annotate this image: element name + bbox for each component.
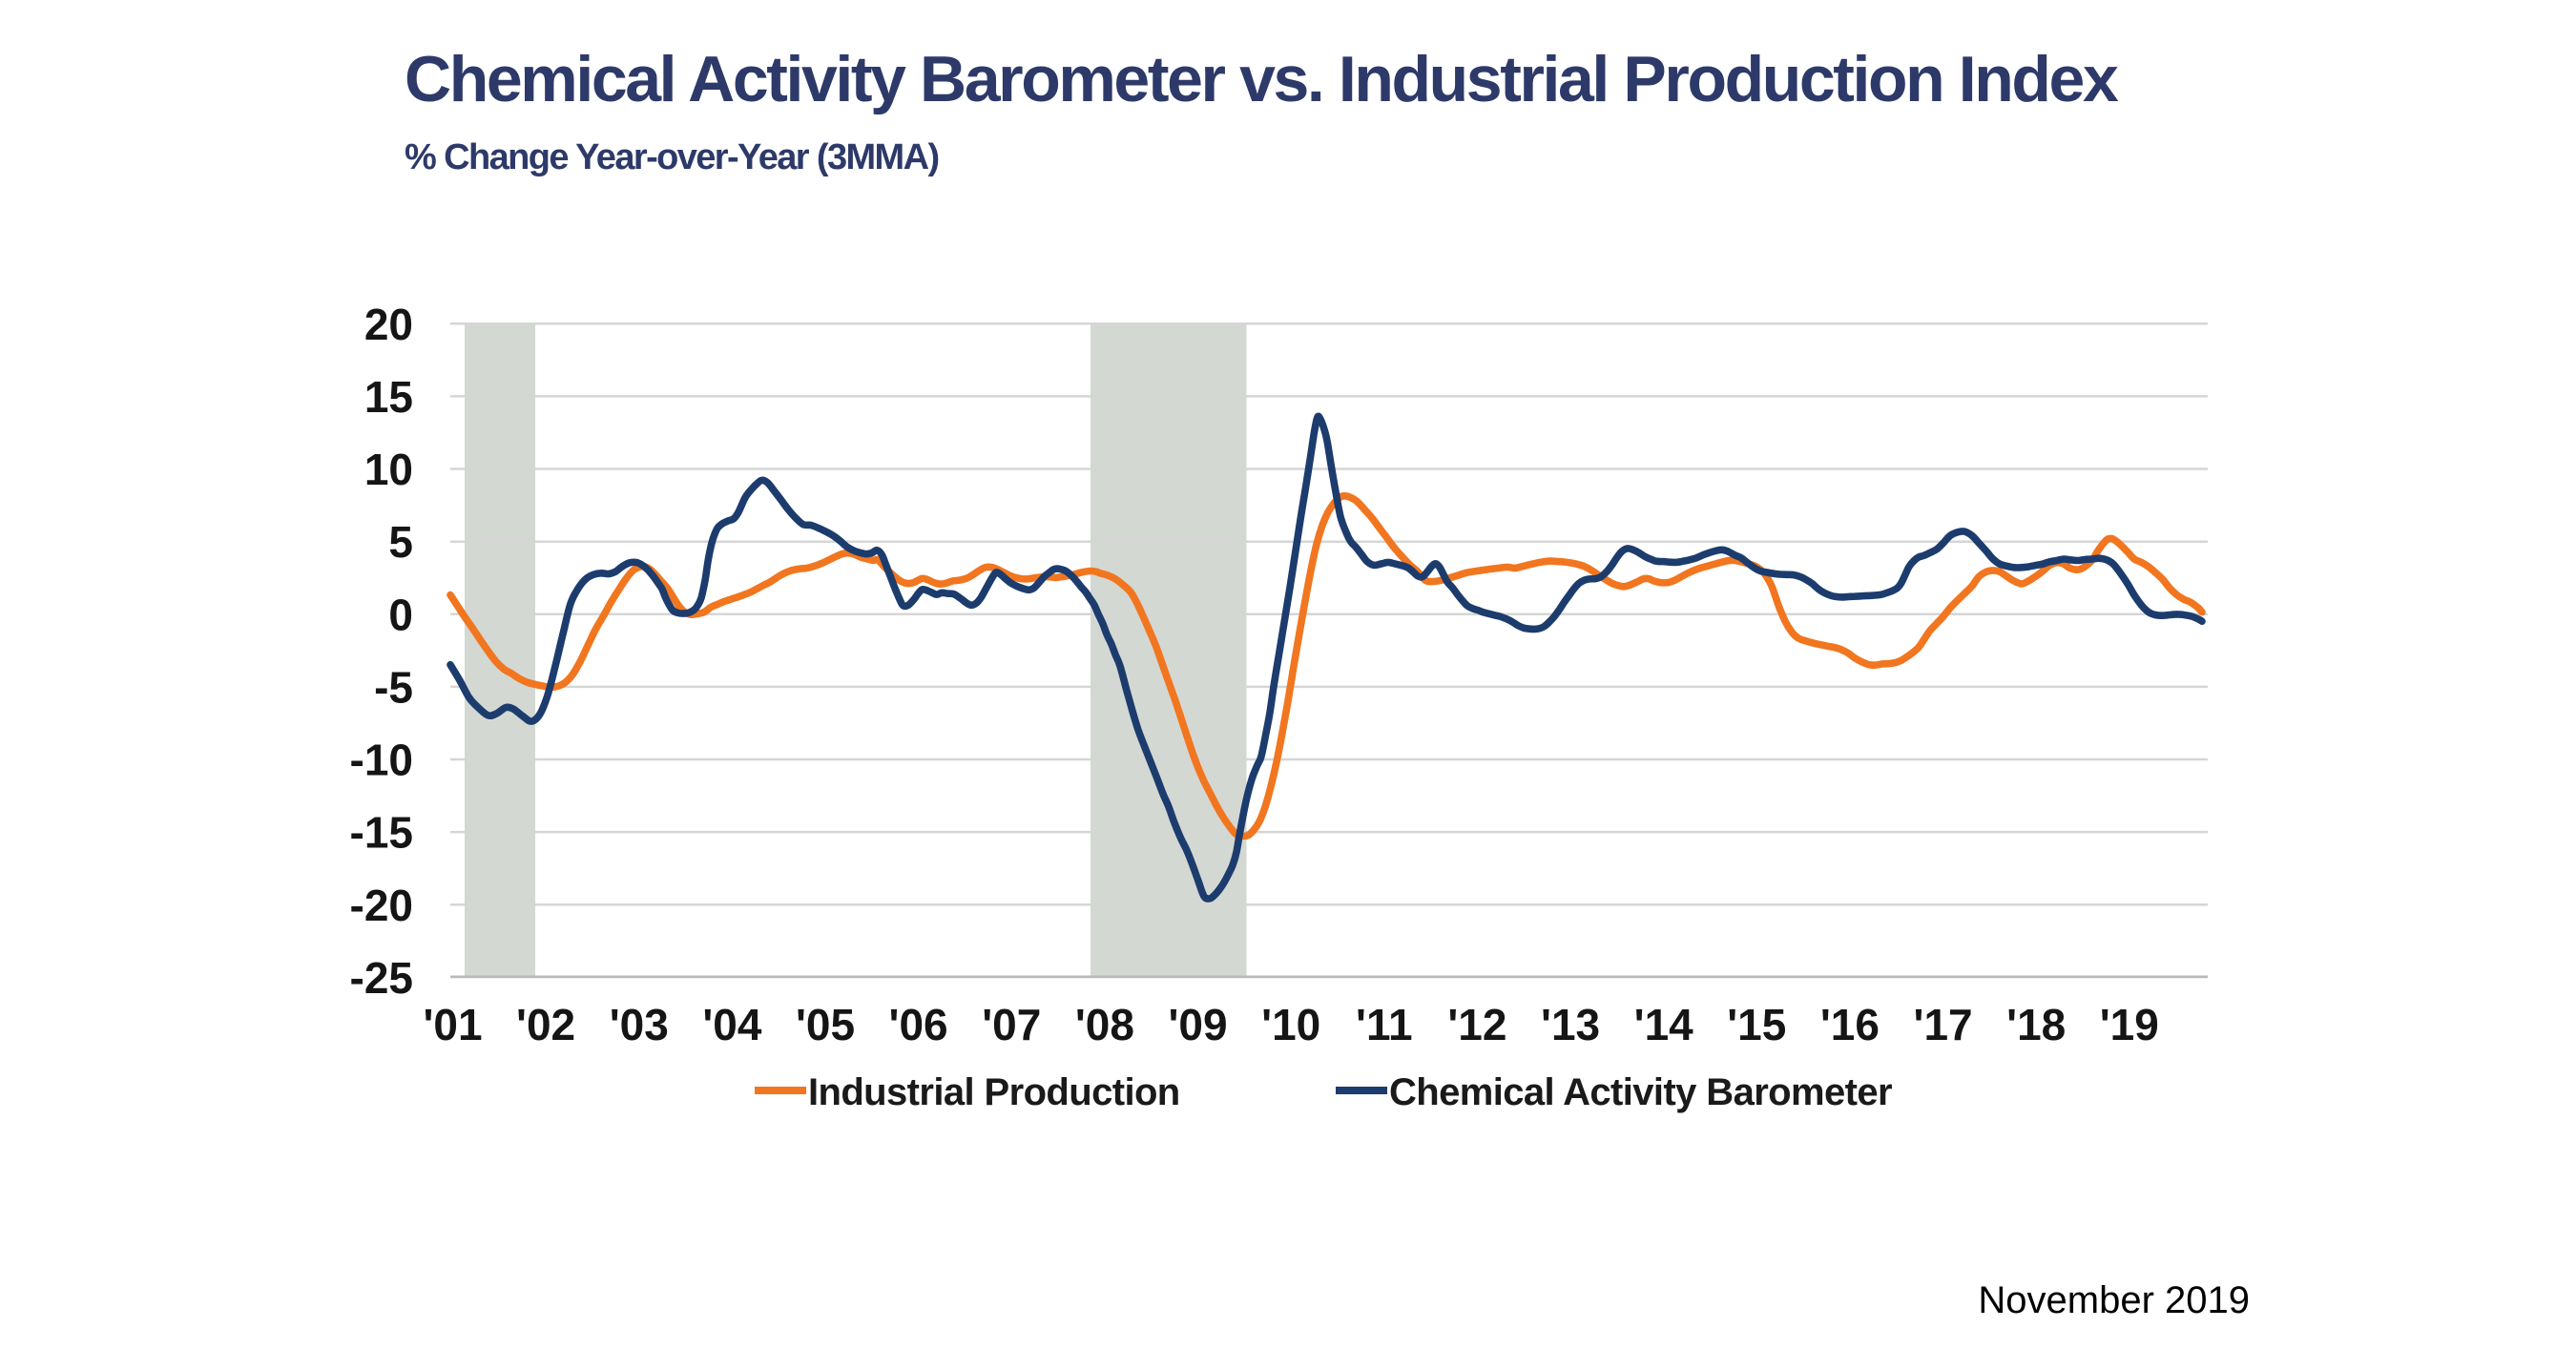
svg-text:'01: '01 [423, 1000, 482, 1049]
svg-text:10: 10 [364, 445, 413, 494]
svg-text:'17: '17 [1914, 1000, 1973, 1049]
svg-text:'16: '16 [1820, 1000, 1880, 1049]
svg-text:0: 0 [388, 590, 413, 639]
svg-text:'11: '11 [1356, 1000, 1413, 1049]
svg-text:'12: '12 [1447, 1000, 1506, 1049]
svg-text:November 2019: November 2019 [1978, 1279, 2250, 1321]
svg-text:'05: '05 [796, 1000, 855, 1049]
svg-text:-15: -15 [350, 808, 413, 858]
svg-text:-20: -20 [350, 881, 413, 930]
svg-text:15: 15 [364, 372, 413, 422]
svg-text:'09: '09 [1168, 1000, 1227, 1049]
svg-text:5: 5 [388, 517, 413, 567]
svg-text:-25: -25 [350, 953, 413, 1003]
svg-text:-10: -10 [350, 736, 413, 785]
svg-text:'08: '08 [1075, 1000, 1134, 1049]
svg-text:'07: '07 [982, 1000, 1041, 1049]
svg-text:'06: '06 [889, 1000, 948, 1049]
svg-text:'03: '03 [610, 1000, 669, 1049]
svg-text:'14: '14 [1634, 1000, 1694, 1049]
svg-text:-5: -5 [374, 662, 413, 712]
svg-text:% Change Year-over-Year (3MMA): % Change Year-over-Year (3MMA) [405, 137, 939, 177]
svg-text:'10: '10 [1261, 1000, 1320, 1049]
svg-text:Chemical Activity Barometer vs: Chemical Activity Barometer vs. Industri… [405, 43, 2119, 115]
svg-text:20: 20 [364, 300, 413, 349]
svg-text:'15: '15 [1727, 1000, 1786, 1049]
svg-text:'02: '02 [516, 1000, 575, 1049]
svg-text:'13: '13 [1541, 1000, 1600, 1049]
svg-text:'04: '04 [702, 1000, 762, 1049]
svg-text:Chemical Activity Barometer: Chemical Activity Barometer [1389, 1071, 1892, 1113]
svg-text:Industrial Production: Industrial Production [808, 1071, 1180, 1113]
svg-text:'18: '18 [2006, 1000, 2066, 1049]
svg-text:'19: '19 [2100, 1000, 2159, 1049]
